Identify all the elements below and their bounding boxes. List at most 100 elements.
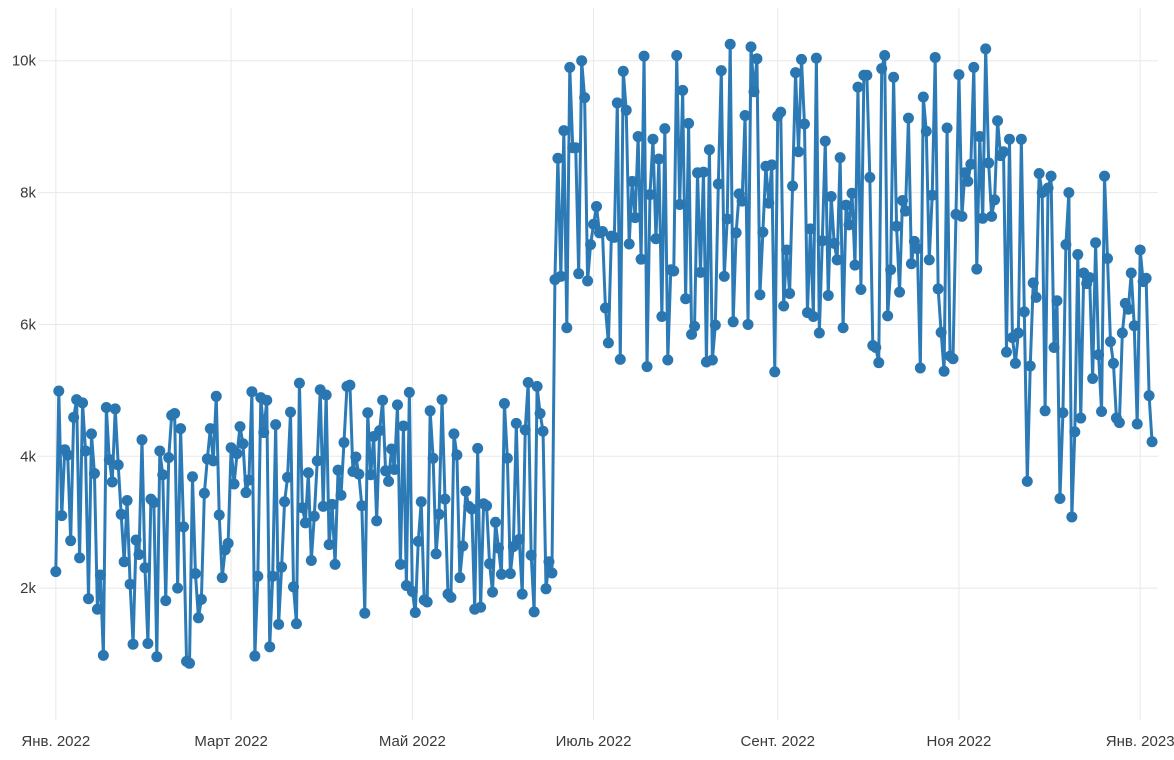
data-point: [273, 618, 285, 630]
data-point: [501, 452, 513, 464]
data-point: [543, 556, 555, 568]
data-point: [825, 191, 837, 203]
data-point: [974, 131, 986, 143]
data-point: [264, 641, 276, 653]
data-point: [1048, 342, 1060, 354]
data-point: [947, 353, 959, 365]
data-point: [1113, 417, 1125, 429]
data-point: [100, 402, 112, 414]
data-point: [709, 319, 721, 331]
data-point: [591, 200, 603, 212]
data-point: [683, 117, 695, 129]
data-point: [433, 508, 445, 520]
data-point: [386, 443, 398, 455]
data-point: [65, 535, 77, 547]
data-point: [484, 558, 496, 570]
data-point: [308, 510, 320, 522]
data-point: [727, 316, 739, 328]
data-point: [659, 123, 671, 135]
data-point: [840, 199, 852, 211]
data-point: [914, 362, 926, 374]
data-point: [163, 452, 175, 464]
data-point: [160, 595, 172, 607]
data-point: [184, 657, 196, 669]
data-point: [406, 585, 418, 597]
x-axis-tick-labels: Янв. 2022 Март 2022 Май 2022 Июль 2022 Сент.…: [21, 733, 1174, 750]
data-point: [436, 394, 448, 406]
data-point: [172, 582, 184, 594]
data-point: [540, 583, 552, 595]
data-point: [216, 572, 228, 584]
data-point: [409, 607, 421, 619]
data-point: [1084, 272, 1096, 284]
data-point: [525, 549, 537, 561]
data-point: [234, 421, 246, 433]
data-point: [279, 496, 291, 508]
data-point: [721, 213, 733, 225]
data-point: [977, 212, 989, 224]
data-point: [53, 385, 65, 397]
data-point: [516, 588, 528, 600]
data-point: [513, 533, 525, 545]
data-point: [1146, 436, 1158, 448]
data-point: [552, 152, 564, 164]
data-point: [971, 263, 983, 275]
x-tick-label: Март 2022: [194, 733, 267, 750]
y-tick-label: 8k: [20, 185, 36, 202]
data-point: [932, 283, 944, 295]
data-point: [427, 452, 439, 464]
data-point: [647, 133, 659, 145]
data-point: [644, 189, 656, 201]
data-point: [213, 509, 225, 521]
data-point: [1096, 405, 1108, 417]
data-point: [849, 259, 861, 271]
data-point: [487, 586, 499, 598]
data-point: [748, 86, 760, 98]
data-point: [846, 187, 858, 199]
data-point: [504, 568, 516, 580]
data-point: [222, 537, 234, 549]
data-point: [596, 225, 608, 237]
data-point: [793, 146, 805, 158]
data-point: [953, 69, 965, 81]
data-point: [822, 289, 834, 301]
data-point: [697, 166, 709, 178]
data-point: [287, 581, 299, 593]
data-point: [246, 386, 258, 398]
data-point: [320, 389, 332, 401]
data-point: [335, 489, 347, 501]
data-point: [80, 445, 92, 457]
data-point: [626, 175, 638, 187]
data-point: [56, 510, 68, 522]
data-point: [778, 300, 790, 312]
data-point: [706, 354, 718, 366]
data-point: [481, 500, 493, 512]
data-point: [689, 320, 701, 332]
data-point: [106, 476, 118, 488]
data-point: [62, 449, 74, 461]
data-point: [299, 517, 311, 529]
data-point: [1090, 237, 1102, 249]
data-point: [1093, 349, 1105, 361]
data-point: [1069, 426, 1081, 438]
data-point: [1000, 346, 1012, 358]
data-point: [855, 284, 867, 295]
data-point: [495, 568, 507, 580]
data-point: [819, 135, 831, 147]
data-point: [374, 425, 386, 437]
data-point: [356, 500, 368, 512]
data-point: [775, 106, 787, 118]
data-point: [1012, 327, 1024, 339]
data-point: [992, 115, 1004, 127]
x-tick-label: Янв. 2022: [21, 733, 90, 750]
data-point: [546, 567, 558, 579]
data-point: [317, 500, 329, 512]
data-point: [564, 61, 576, 73]
data-point: [154, 445, 166, 457]
data-point: [828, 237, 840, 249]
data-point: [798, 118, 810, 130]
data-point: [864, 171, 876, 183]
data-point: [650, 233, 662, 245]
data-point: [938, 365, 950, 377]
